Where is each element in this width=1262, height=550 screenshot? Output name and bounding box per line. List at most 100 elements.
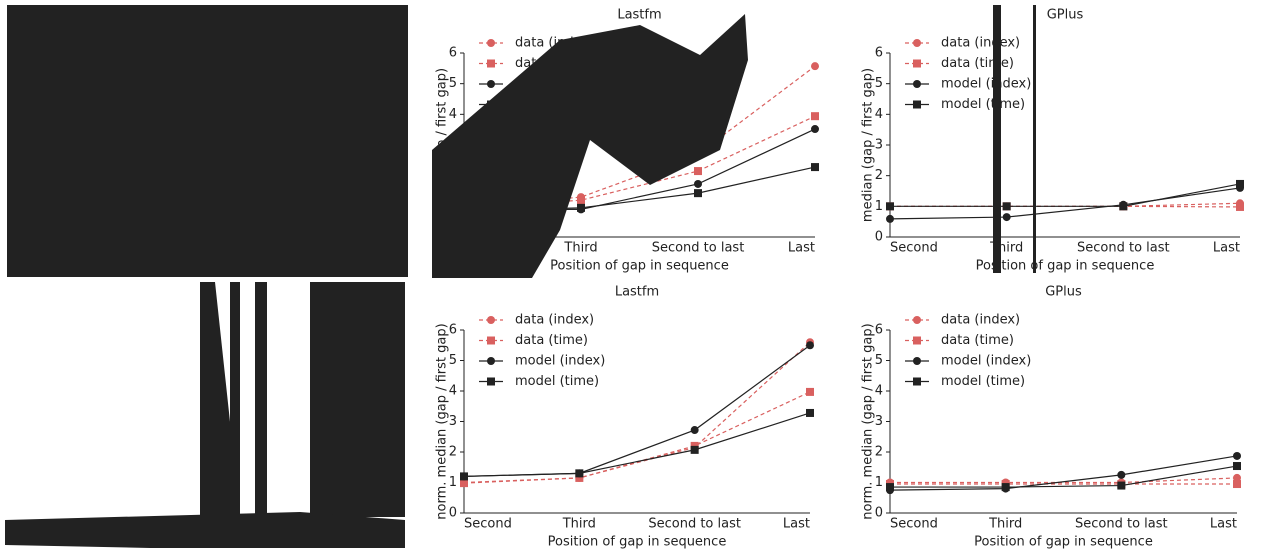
x-tick-label: Second to last bbox=[1075, 517, 1168, 532]
marker bbox=[1117, 470, 1126, 479]
legend-label: data (time) bbox=[515, 333, 588, 348]
chart: GPlus Position of gap in sequence median (… bbox=[861, 8, 1244, 274]
marker bbox=[1119, 202, 1128, 211]
marker bbox=[886, 202, 894, 211]
x-axis-label: Position of gap in sequence bbox=[976, 259, 1155, 274]
series-line bbox=[890, 477, 1238, 484]
x-tick-label: Second bbox=[464, 517, 512, 532]
x-axis-label: Position of gap in sequence bbox=[548, 535, 727, 550]
series-line bbox=[463, 391, 811, 484]
y-tick-label: 6 bbox=[449, 323, 457, 338]
y-tick-label: 5 bbox=[875, 353, 883, 368]
artifact bbox=[993, 5, 1001, 273]
legend-marker bbox=[487, 336, 495, 345]
marker bbox=[1236, 179, 1244, 188]
marker bbox=[694, 179, 702, 188]
y-tick-label: 3 bbox=[449, 414, 457, 429]
legend-marker bbox=[913, 59, 921, 68]
x-tick-label: Second to last bbox=[648, 517, 741, 532]
marker bbox=[577, 196, 585, 205]
marker bbox=[806, 387, 814, 396]
marker bbox=[575, 469, 584, 478]
marker bbox=[460, 472, 468, 481]
legend-label: model (index) bbox=[941, 354, 1031, 369]
marker bbox=[806, 408, 814, 417]
legend-marker bbox=[913, 39, 921, 47]
marker bbox=[811, 125, 819, 134]
marker bbox=[1233, 473, 1241, 482]
y-tick-label: 4 bbox=[875, 107, 883, 122]
legend-marker bbox=[487, 357, 495, 365]
legend-marker bbox=[913, 377, 921, 386]
chart-title: GPlus bbox=[1045, 285, 1082, 300]
x-tick-label: Second bbox=[890, 241, 938, 256]
legend-marker bbox=[487, 316, 495, 324]
artifact bbox=[310, 282, 405, 517]
x-tick-label: Second to last bbox=[1077, 241, 1170, 256]
marker bbox=[694, 189, 702, 198]
marker bbox=[1002, 202, 1011, 211]
legend-label: data (index) bbox=[941, 36, 1020, 51]
legend-marker bbox=[487, 59, 495, 68]
y-tick-label: 4 bbox=[449, 384, 457, 399]
marker bbox=[460, 479, 468, 488]
y-axis-label: norm. median (gap / first gap) bbox=[435, 323, 450, 519]
legend-label: model (time) bbox=[515, 374, 599, 389]
legend-label: model (index) bbox=[515, 354, 605, 369]
chart-title: GPlus bbox=[1047, 8, 1084, 23]
y-tick-label: 5 bbox=[449, 353, 457, 368]
marker bbox=[1233, 480, 1241, 489]
y-tick-label: 5 bbox=[875, 76, 883, 91]
marker bbox=[1233, 451, 1241, 460]
legend-label: model (time) bbox=[941, 374, 1025, 389]
y-tick-label: 1 bbox=[449, 475, 457, 490]
legend-marker bbox=[913, 316, 921, 324]
chart-title: Lastfm bbox=[617, 8, 661, 23]
legend-label: data (time) bbox=[941, 56, 1014, 71]
y-tick-label: 2 bbox=[875, 445, 883, 460]
legend-marker bbox=[913, 80, 921, 88]
marker bbox=[806, 341, 814, 350]
series-line bbox=[889, 455, 1238, 491]
marker bbox=[886, 214, 894, 223]
y-tick-label: 2 bbox=[449, 445, 457, 460]
x-tick-label: Third bbox=[563, 241, 597, 256]
artifact bbox=[7, 5, 408, 277]
legend-label: model (time) bbox=[941, 97, 1025, 112]
marker bbox=[1117, 481, 1126, 490]
legend-marker bbox=[913, 100, 921, 109]
artifact bbox=[432, 14, 748, 278]
y-tick-label: 2 bbox=[875, 168, 883, 183]
x-axis-label: Position of gap in sequence bbox=[974, 535, 1153, 550]
legend-label: data (index) bbox=[515, 313, 594, 328]
legend-label: data (time) bbox=[941, 333, 1014, 348]
marker bbox=[886, 483, 894, 492]
artifact bbox=[5, 512, 405, 548]
series-line bbox=[463, 412, 811, 477]
marker bbox=[811, 163, 819, 172]
x-tick-label: Last bbox=[1213, 241, 1240, 256]
x-tick-label: Second bbox=[890, 517, 938, 532]
x-tick-label: Last bbox=[1210, 517, 1237, 532]
y-tick-label: 4 bbox=[449, 107, 457, 122]
marker bbox=[694, 167, 702, 176]
marker bbox=[1233, 462, 1241, 471]
y-tick-label: 0 bbox=[875, 230, 883, 245]
legend-marker bbox=[487, 39, 495, 47]
series-line bbox=[890, 183, 1241, 207]
artifact bbox=[200, 282, 260, 540]
y-tick-label: 1 bbox=[875, 475, 883, 490]
legend-marker bbox=[487, 80, 495, 88]
legend-label: data (index) bbox=[941, 313, 1020, 328]
chart: Lastfm Position of gap in sequence norm. m… bbox=[435, 285, 814, 550]
x-tick-label: Last bbox=[783, 517, 810, 532]
y-tick-label: 0 bbox=[875, 506, 883, 521]
y-tick-label: 6 bbox=[875, 46, 883, 61]
y-tick-label: 5 bbox=[449, 76, 457, 91]
y-tick-label: 6 bbox=[875, 323, 883, 338]
legend-marker bbox=[913, 336, 921, 345]
legend-label: model (index) bbox=[941, 77, 1031, 92]
x-tick-label: Third bbox=[988, 517, 1022, 532]
marker bbox=[575, 473, 584, 482]
